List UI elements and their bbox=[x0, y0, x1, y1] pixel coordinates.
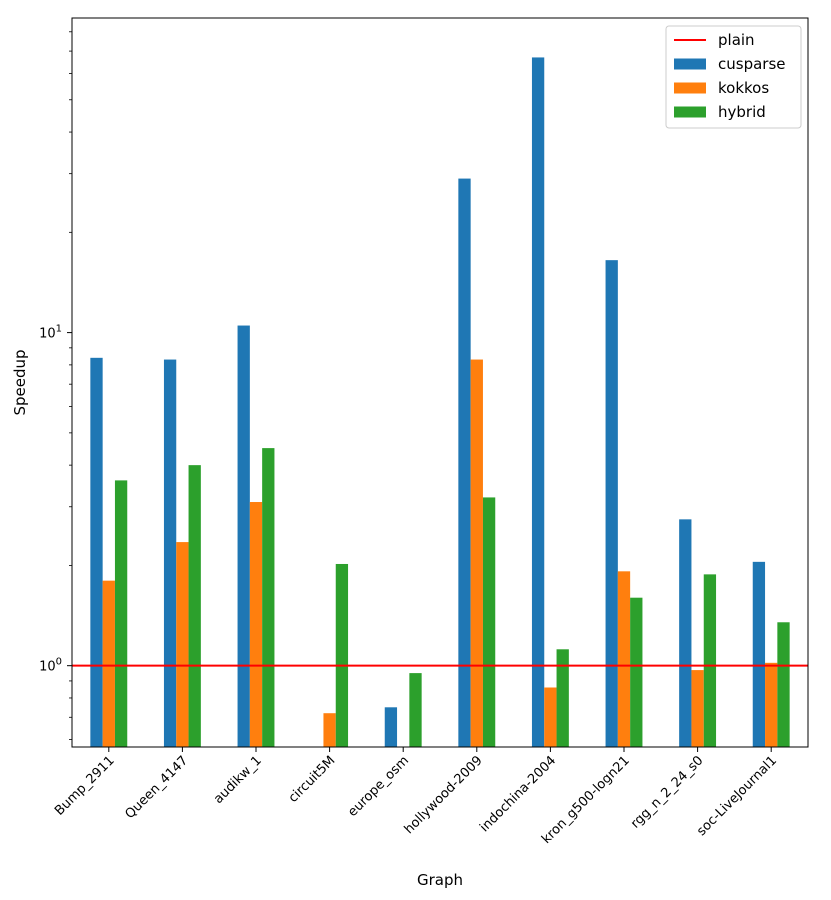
bar-cusparse-bump_2911 bbox=[90, 357, 103, 747]
legend-label-hybrid: hybrid bbox=[718, 103, 766, 121]
bar-cusparse-rgg_n_2_24_s0 bbox=[679, 519, 692, 747]
bar-kokkos-queen_4147 bbox=[176, 542, 189, 747]
bar-cusparse-soc-livejournal1 bbox=[752, 561, 766, 747]
axes-frame bbox=[71, 17, 809, 748]
legend: plain cusparse kokkos hybrid bbox=[665, 25, 802, 129]
bar-hybrid-europe_osm bbox=[409, 673, 422, 747]
bar-hybrid-rgg_n_2_24_s0 bbox=[703, 574, 717, 747]
bar-kokkos-circuit5m bbox=[323, 713, 336, 747]
bar-hybrid-queen_4147 bbox=[188, 465, 201, 747]
bar-cusparse-queen_4147 bbox=[163, 359, 177, 747]
bar-hybrid-indochina-2004 bbox=[556, 649, 569, 747]
bar-kokkos-soc-livejournal1 bbox=[765, 662, 778, 747]
x-axis-label: Graph bbox=[417, 871, 463, 889]
bar-hybrid-soc-livejournal1 bbox=[777, 622, 790, 747]
legend-label-cusparse: cusparse bbox=[718, 55, 786, 73]
legend-swatch-hybrid bbox=[674, 106, 706, 118]
bar-kokkos-bump_2911 bbox=[102, 580, 115, 747]
bar-cusparse-audikw_1 bbox=[237, 325, 250, 747]
y-axis-label: Speedup bbox=[11, 349, 29, 415]
legend-box bbox=[665, 25, 802, 129]
bar-kokkos-rgg_n_2_24_s0 bbox=[691, 670, 704, 747]
bar-hybrid-kron_g500-logn21 bbox=[630, 597, 643, 747]
bar-cusparse-kron_g500-logn21 bbox=[605, 260, 618, 747]
bar-hybrid-audikw_1 bbox=[262, 448, 275, 747]
bar-cusparse-indochina-2004 bbox=[531, 57, 545, 747]
bar-kokkos-indochina-2004 bbox=[544, 687, 557, 747]
legend-swatch-kokkos bbox=[674, 82, 706, 94]
bar-cusparse-hollywood-2009 bbox=[458, 178, 471, 747]
bar-hybrid-hollywood-2009 bbox=[482, 497, 496, 747]
legend-swatch-cusparse bbox=[674, 58, 706, 70]
bar-hybrid-circuit5m bbox=[335, 563, 349, 747]
bar-kokkos-hollywood-2009 bbox=[470, 359, 483, 747]
bar-kokkos-kron_g500-logn21 bbox=[617, 571, 631, 747]
bars-layer bbox=[90, 57, 790, 747]
bar-hybrid-bump_2911 bbox=[114, 480, 128, 747]
legend-label-plain: plain bbox=[718, 31, 755, 49]
bar-cusparse-europe_osm bbox=[384, 707, 398, 747]
bar-kokkos-audikw_1 bbox=[249, 502, 263, 747]
legend-label-kokkos: kokkos bbox=[718, 79, 769, 97]
